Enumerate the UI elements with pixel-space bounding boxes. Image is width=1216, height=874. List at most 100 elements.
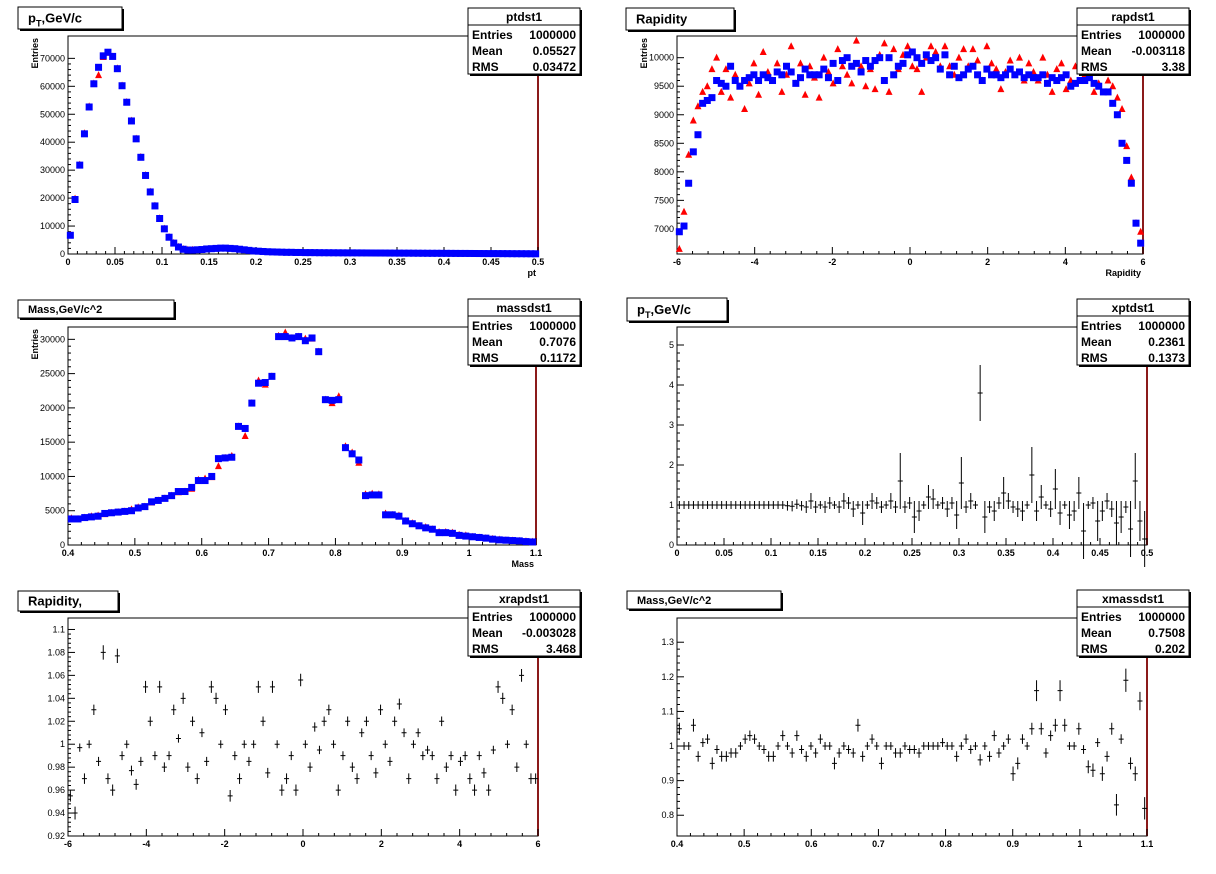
- data-point: [1081, 745, 1087, 754]
- data-point: [727, 62, 735, 70]
- data-point: [686, 501, 692, 509]
- data-point: [227, 790, 233, 802]
- data-point: [113, 65, 121, 73]
- data-point: [770, 501, 776, 509]
- data-point: [189, 246, 197, 254]
- data-point: [292, 248, 300, 256]
- data-point: [968, 745, 974, 754]
- data-point: [815, 93, 823, 101]
- data-point: [1081, 503, 1087, 559]
- data-point: [532, 250, 540, 258]
- data-point: [737, 742, 743, 751]
- data-point: [963, 501, 969, 513]
- data-point: [705, 501, 711, 509]
- data-point: [794, 499, 800, 509]
- data-point: [1137, 239, 1145, 247]
- data-point: [308, 334, 316, 342]
- data-point: [166, 751, 172, 761]
- stats-histogram-name: xptdst1: [1112, 301, 1155, 315]
- data-point: [750, 71, 758, 79]
- data-point: [466, 249, 474, 257]
- data-point: [764, 74, 772, 82]
- data-point: [382, 740, 388, 749]
- data-point: [871, 57, 879, 65]
- data-point: [147, 716, 153, 727]
- data-point: [997, 74, 1005, 82]
- chart-title: pT,GeV/c: [28, 11, 82, 29]
- data-point: [958, 457, 964, 509]
- chart-title: Rapidity,: [28, 594, 82, 609]
- data-point: [96, 756, 102, 767]
- y-tick-label: 50000: [40, 109, 65, 119]
- data-point: [241, 432, 249, 439]
- data-point: [260, 716, 266, 727]
- data-point: [866, 62, 874, 70]
- x-tick-label: 0.25: [903, 548, 921, 558]
- series-square: [67, 333, 537, 546]
- stats-histogram-name: xrapdst1: [499, 592, 549, 606]
- data-point: [127, 117, 135, 125]
- x-tick-label: 1.1: [530, 548, 543, 558]
- data-point: [298, 673, 304, 687]
- data-point: [864, 742, 870, 751]
- data-point: [885, 87, 893, 95]
- data-point: [212, 244, 220, 252]
- data-point: [1057, 74, 1065, 82]
- data-point: [801, 65, 809, 73]
- data-point: [261, 379, 269, 387]
- data-point: [315, 348, 323, 356]
- data-point: [745, 74, 753, 82]
- y-tick-label: 1.08: [47, 647, 65, 657]
- data-point: [987, 751, 993, 762]
- data-point: [154, 496, 162, 504]
- data-point: [161, 762, 167, 772]
- data-point: [213, 692, 219, 704]
- data-point: [908, 48, 916, 56]
- data-point: [700, 738, 706, 747]
- data-point: [829, 59, 837, 67]
- data-point: [1137, 501, 1143, 541]
- data-point: [1029, 74, 1037, 82]
- x-tick-label: -2: [221, 839, 229, 849]
- y-tick-label: 5: [669, 340, 674, 350]
- data-point: [761, 745, 767, 754]
- data-point: [485, 250, 493, 258]
- data-point: [226, 244, 234, 252]
- y-tick-label: 8500: [654, 138, 674, 148]
- data-point: [1076, 77, 1084, 85]
- data-point: [468, 533, 476, 541]
- data-point: [85, 103, 93, 111]
- data-point: [876, 54, 884, 62]
- data-point: [180, 692, 186, 704]
- data-point: [354, 773, 360, 784]
- data-point: [940, 738, 946, 747]
- data-point: [392, 716, 398, 727]
- data-point: [747, 501, 753, 509]
- data-point: [831, 757, 837, 770]
- data-point: [1038, 485, 1044, 509]
- data-point: [1142, 511, 1148, 567]
- data-point: [756, 742, 762, 751]
- data-point: [813, 748, 819, 758]
- stats-label-entries: Entries: [1081, 319, 1122, 333]
- data-point: [955, 53, 963, 61]
- data-point: [685, 179, 693, 187]
- data-point: [759, 47, 767, 55]
- data-point: [190, 716, 196, 727]
- data-point: [1142, 797, 1148, 820]
- data-point: [208, 680, 214, 693]
- data-point: [124, 740, 130, 749]
- data-point: [1071, 742, 1077, 751]
- data-point: [278, 248, 286, 256]
- data-point: [373, 767, 379, 778]
- data-point: [1010, 766, 1016, 781]
- data-point: [504, 740, 510, 749]
- data-point: [806, 71, 814, 79]
- data-point: [1043, 79, 1051, 87]
- data-point: [1015, 757, 1021, 770]
- data-point: [353, 249, 361, 257]
- data-point: [341, 444, 349, 452]
- data-point: [941, 51, 949, 59]
- data-point: [528, 773, 534, 784]
